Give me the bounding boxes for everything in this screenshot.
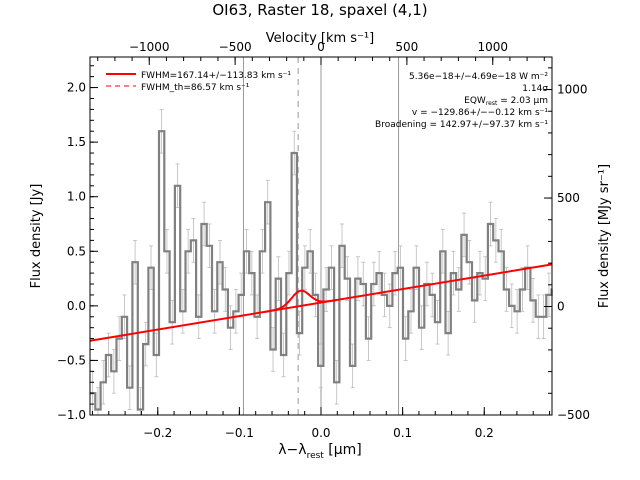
legend-label-fwhm-th: FWHM_th=86.57 km s⁻¹ [141,83,250,93]
right-tick-label: −500 [557,408,590,422]
chart-title: OI63, Raster 18, spaxel (4,1) [212,1,427,19]
right-tick-label: 0 [557,300,565,314]
annotation-eqw-main: EQW [464,96,486,106]
x-tick-label: −0.1 [225,426,254,440]
annotation-eqw-sub: rest [486,100,498,107]
y-tick-label: 0.0 [67,299,86,313]
x-tick-label: −0.2 [143,426,172,440]
top-tick-label: −1000 [129,40,170,54]
y-tick-label: 1.0 [67,190,86,204]
continuum-fit [89,263,553,342]
annotation-eqw-value: = 2.03 μm [497,96,548,106]
x-tick-label: 0.0 [311,426,330,440]
gaussian-fit [264,289,337,313]
x-axis-label-sub: rest [307,451,325,461]
right-tick-label: 1000 [557,83,588,97]
annotation-flux: 5.36e−18+/−4.69e−18 W m⁻² [409,72,548,82]
axes-layer: −0.2 −0.1 0.0 0.1 0.2 −1000 −500 0 500 1000 −1.0 −0… [57,40,590,440]
annotation-velocity: v = −129.86+/−−0.12 km s⁻¹ [412,108,548,118]
data-layer [89,57,553,416]
right-tick-label: 500 [557,191,580,205]
top-tick-label: 500 [395,40,418,54]
x-tick-label: 0.1 [393,426,412,440]
x-axis-label: λ−λrest [μm] [278,442,362,461]
top-axis-label: Velocity [km s⁻¹] [266,31,374,46]
y-tick-label: 2.0 [67,81,86,95]
annotation-sigma: 1.14σ [522,84,548,94]
annotation-broadening: Broadening = 142.97+/−97.37 km s⁻¹ [375,120,548,130]
y-tick-label: 1.5 [67,135,86,149]
legend: FWHM=167.14+/−113.83 km s⁻¹ FWHM_th=86.5… [106,71,291,93]
legend-label-fwhm: FWHM=167.14+/−113.83 km s⁻¹ [141,71,291,81]
x-tick-label: 0.2 [475,426,494,440]
top-tick-label: 0 [317,40,325,54]
y-axis-label: Flux density [Jy] [29,184,44,289]
annotation-eqw: EQWrest = 2.03 μm [464,96,548,107]
y-tick-label: 0.5 [67,244,86,258]
top-tick-label: 1000 [477,40,508,54]
x-axis-label-main: λ−λ [278,442,306,458]
y-tick-label: −1.0 [57,408,86,422]
y-tick-label: −0.5 [57,353,86,367]
top-tick-label: −500 [219,40,252,54]
fit-annotations: 5.36e−18+/−4.69e−18 W m⁻² 1.14σ EQWrest … [375,72,548,130]
spectrum-line [90,130,553,411]
x-axis-label-unit: [μm] [324,442,362,458]
y-axis-label-right: Flux density [MJy sr⁻¹] [597,164,612,308]
